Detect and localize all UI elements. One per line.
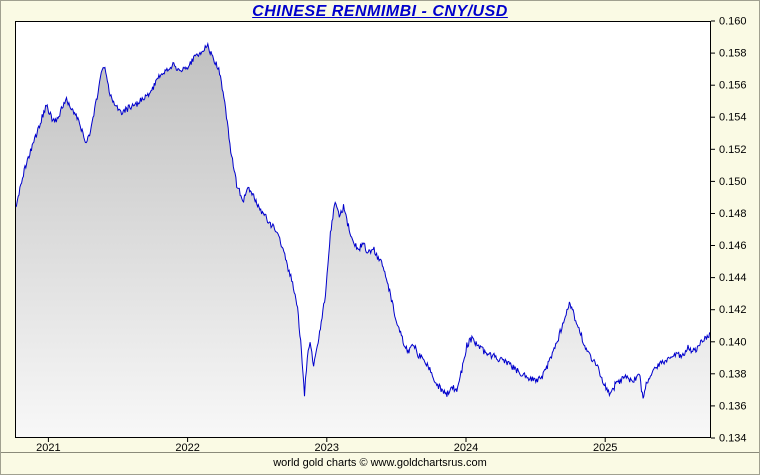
y-tick-label: 0.134 xyxy=(719,433,747,445)
y-tick-label: 0.154 xyxy=(719,112,747,124)
footer-credit: world gold charts © www.goldchartsrus.co… xyxy=(1,452,759,474)
y-tick-label: 0.138 xyxy=(719,368,747,380)
y-tick-label: 0.146 xyxy=(719,240,747,252)
price-line xyxy=(15,41,711,399)
x-tick-label: 2024 xyxy=(454,442,478,454)
y-tick-label: 0.140 xyxy=(719,336,747,348)
y-tick-label: 0.148 xyxy=(719,208,747,220)
x-tick-label: 2021 xyxy=(36,442,60,454)
y-tick-label: 0.156 xyxy=(719,80,747,92)
y-tick-label: 0.136 xyxy=(719,400,747,412)
x-tick-label: 2023 xyxy=(315,442,339,454)
y-tick-label: 0.150 xyxy=(719,176,747,188)
y-tick-label: 0.160 xyxy=(719,16,747,28)
y-tick-label: 0.152 xyxy=(719,144,747,156)
area-fill xyxy=(15,43,711,439)
x-tick-label: 2022 xyxy=(175,442,199,454)
y-tick-label: 0.158 xyxy=(719,48,747,60)
chart-title: CHINESE RENMIMBI - CNY/USD xyxy=(252,3,508,20)
price-chart: 0.134 0.136 0.138 0.140 0.142 0.144 0.146 0.148… xyxy=(15,16,747,454)
y-tick-label: 0.144 xyxy=(719,272,747,284)
y-tick-label: 0.142 xyxy=(719,304,747,316)
x-tick-label: 2025 xyxy=(593,442,617,454)
plot-border xyxy=(15,21,711,438)
